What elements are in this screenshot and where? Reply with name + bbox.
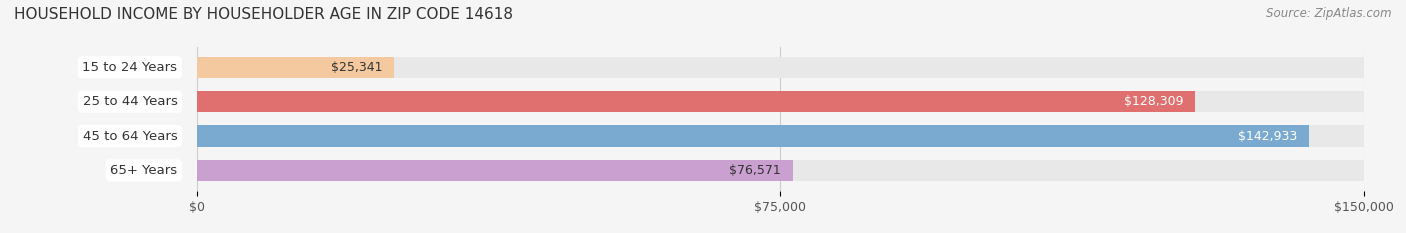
Bar [197, 160, 1364, 181]
Text: HOUSEHOLD INCOME BY HOUSEHOLDER AGE IN ZIP CODE 14618: HOUSEHOLD INCOME BY HOUSEHOLDER AGE IN Z… [14, 7, 513, 22]
Bar [197, 125, 1364, 147]
Text: $142,933: $142,933 [1237, 130, 1298, 143]
Bar [197, 57, 1364, 78]
Bar [197, 91, 1195, 112]
Bar [197, 91, 1364, 112]
Text: $76,571: $76,571 [730, 164, 780, 177]
Text: Source: ZipAtlas.com: Source: ZipAtlas.com [1267, 7, 1392, 20]
Bar [197, 125, 1309, 147]
Text: 15 to 24 Years: 15 to 24 Years [83, 61, 177, 74]
Bar [197, 160, 793, 181]
Text: 25 to 44 Years: 25 to 44 Years [83, 95, 177, 108]
Text: 45 to 64 Years: 45 to 64 Years [83, 130, 177, 143]
Text: 65+ Years: 65+ Years [110, 164, 177, 177]
Bar [197, 57, 394, 78]
Text: $25,341: $25,341 [330, 61, 382, 74]
Text: $128,309: $128,309 [1123, 95, 1184, 108]
